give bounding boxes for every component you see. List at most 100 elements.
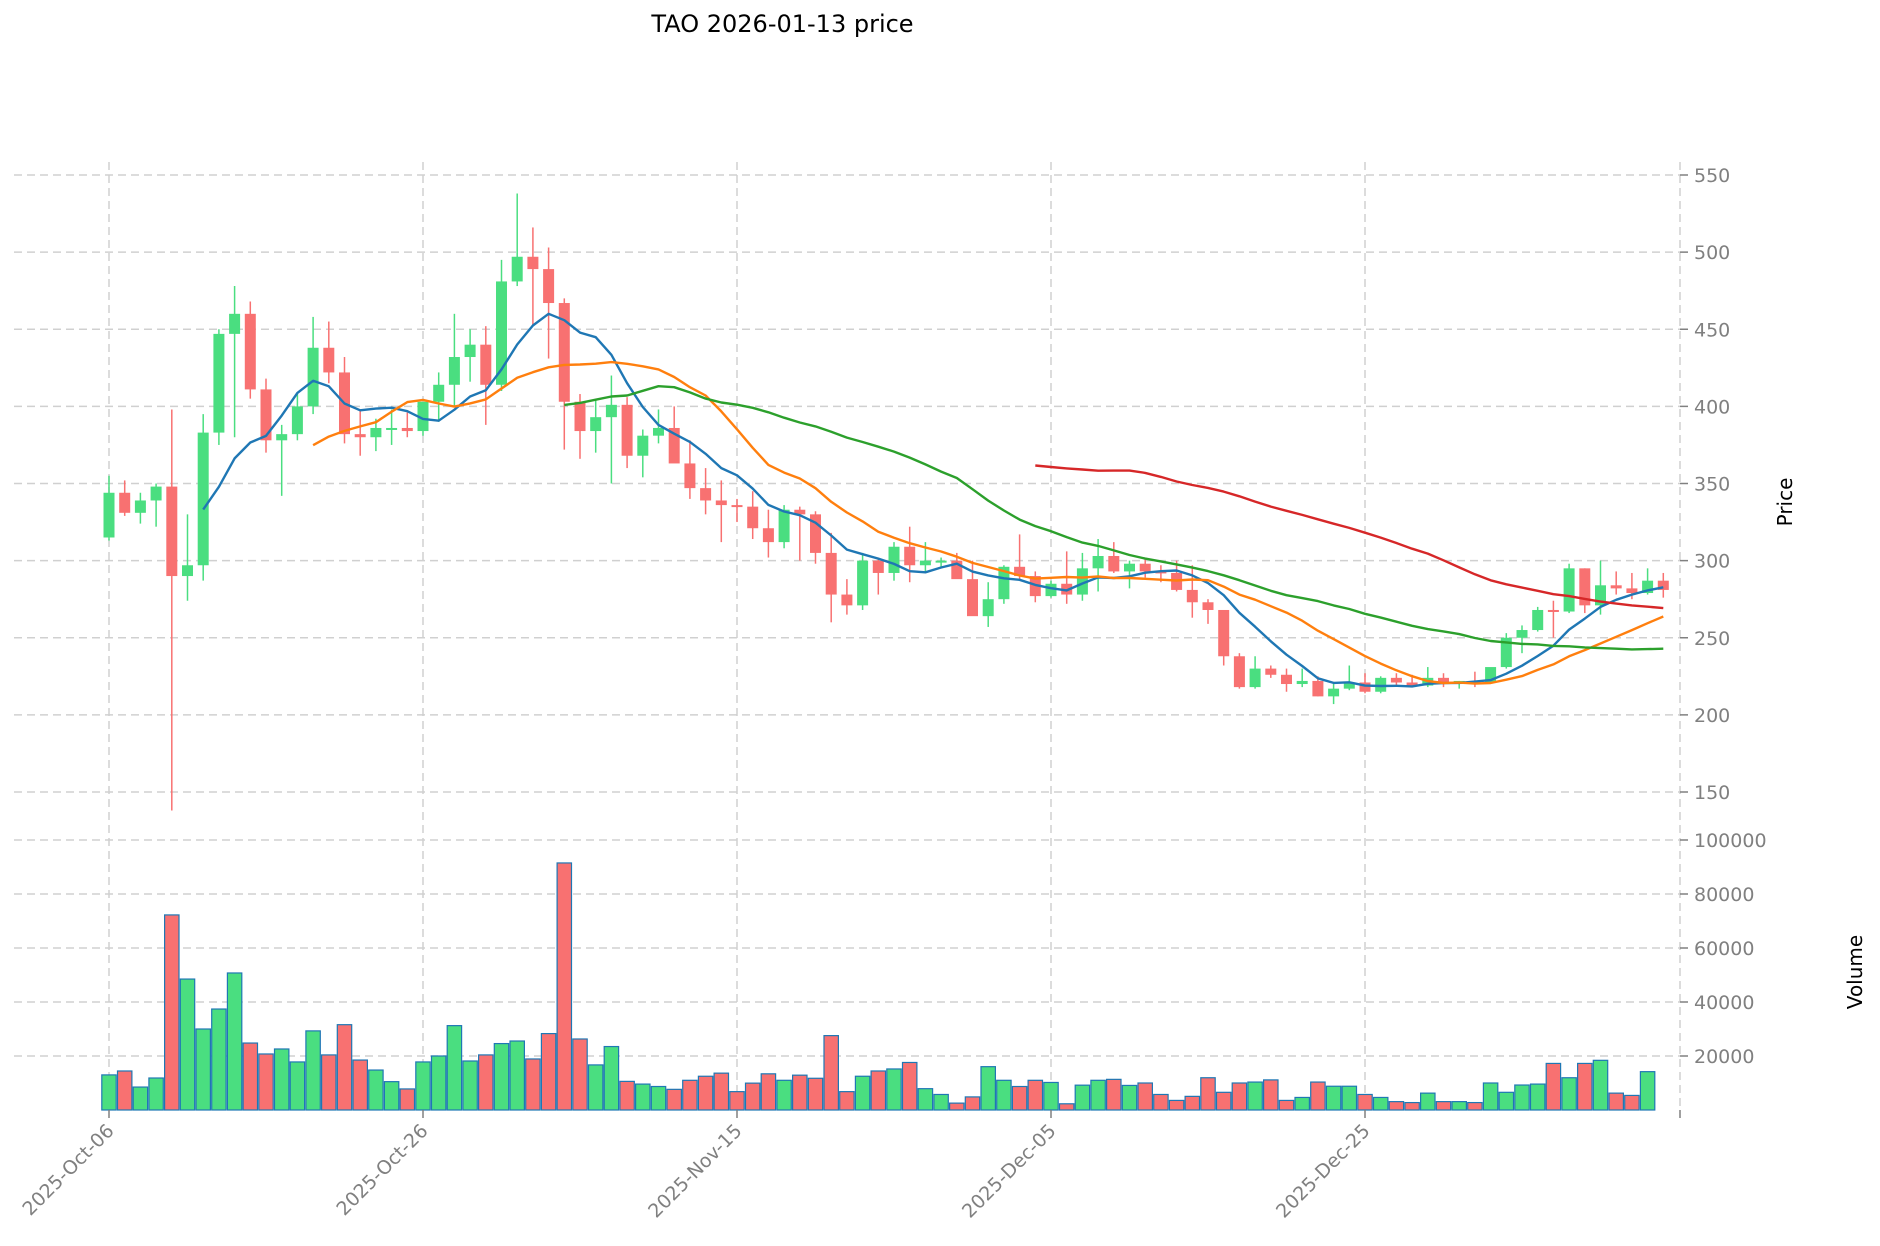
candle-body (1657, 580, 1669, 590)
volume-bar (1357, 1093, 1373, 1111)
volume-bar (1467, 1101, 1483, 1111)
candle-body (967, 579, 978, 617)
volume-bar (321, 1054, 337, 1111)
candle-body (1108, 555, 1120, 572)
candle-body (260, 389, 272, 441)
volume-bar (1184, 1095, 1201, 1111)
volume-bar (352, 1059, 368, 1111)
candle-body (1312, 680, 1324, 697)
volume-bar (148, 1077, 164, 1111)
volume-bar (289, 1061, 306, 1111)
price-tick-label: 300 (1694, 551, 1730, 573)
volume-bar (776, 1079, 792, 1111)
candle-body (590, 417, 602, 432)
candle-body (825, 552, 837, 595)
volume-bar (336, 1024, 353, 1111)
volume-bar (1153, 1093, 1169, 1111)
volume-bar (1482, 1082, 1499, 1111)
volume-bar (1561, 1077, 1577, 1111)
volume-bar (446, 1025, 463, 1111)
candle-body (197, 432, 209, 566)
volume-tick-label: 100000 (1694, 830, 1767, 852)
volume-bar (226, 972, 243, 1111)
volume-bar (1231, 1082, 1248, 1111)
candle-body (810, 514, 821, 553)
candle-body (700, 488, 712, 501)
candle-body (1359, 682, 1371, 692)
volume-bar (948, 1102, 965, 1111)
candle-body (951, 560, 963, 580)
volume-tick-label: 80000 (1694, 884, 1754, 906)
volume-bar (478, 1054, 494, 1111)
volume-bar (1137, 1082, 1153, 1111)
volume-bar (1294, 1096, 1310, 1111)
candle-body (1642, 580, 1654, 594)
volume-bar (258, 1053, 274, 1111)
volume-bar (1639, 1071, 1656, 1111)
candle-body (841, 594, 853, 606)
candle-body (1547, 609, 1559, 612)
volume-bar (493, 1042, 510, 1111)
volume-bar (870, 1070, 887, 1111)
candle-body (1579, 568, 1591, 606)
candlesticks (103, 193, 1669, 811)
candle-body (1406, 682, 1418, 686)
date-tick-label: 2025-Dec-25 (1272, 1120, 1375, 1223)
volume-bar (697, 1075, 714, 1111)
volume-bar (305, 1030, 321, 1111)
candle-body (276, 434, 288, 441)
candle-body (731, 505, 743, 508)
candle-body (1014, 566, 1026, 577)
volume-bar (886, 1068, 902, 1111)
candle-body (1390, 677, 1402, 683)
volume-bar (713, 1072, 730, 1111)
candle-body (1186, 589, 1198, 603)
candle-body (496, 281, 507, 385)
volume-bar (1310, 1081, 1326, 1111)
volume-bar (682, 1079, 698, 1111)
candle-body (1328, 688, 1340, 697)
volume-bar (1341, 1085, 1358, 1111)
price-tick-label: 200 (1694, 705, 1730, 727)
candle-body (1343, 682, 1355, 689)
volume-bar (980, 1066, 996, 1111)
ma14-line (312, 360, 1664, 685)
candle-body (386, 427, 398, 430)
candle-body (166, 486, 178, 577)
volume-bar (1121, 1084, 1138, 1111)
candle-body (574, 401, 586, 432)
date-tick-label: 2025-Nov-15 (644, 1120, 746, 1222)
volume-bar (1514, 1084, 1530, 1111)
candle-body (935, 560, 947, 563)
volume-bar (101, 1074, 117, 1111)
volume-bar (1388, 1101, 1405, 1111)
volume-bar (132, 1086, 149, 1111)
candle-body (1296, 680, 1308, 685)
candle-body (668, 427, 680, 464)
moving-average-lines (202, 312, 1664, 688)
candle-body (103, 492, 115, 538)
volume-bar (1058, 1103, 1075, 1111)
candle-body (1233, 656, 1245, 688)
volume-bar (1074, 1084, 1091, 1111)
candle-body (919, 560, 931, 566)
volume-bar (964, 1096, 981, 1111)
volume-bar (823, 1035, 839, 1111)
volume-bar (1262, 1079, 1279, 1111)
volume-bar (839, 1091, 855, 1111)
gridlines (14, 162, 1681, 1110)
candle-body (1218, 609, 1230, 657)
candle-body (1045, 583, 1057, 597)
volume-bar (901, 1061, 918, 1111)
volume-bar (807, 1077, 824, 1111)
candle-body (684, 463, 696, 489)
candle-body (1202, 602, 1214, 610)
candle-body (401, 427, 413, 432)
candle-body (637, 435, 649, 456)
volume-bar (1451, 1101, 1467, 1111)
candle-body (448, 357, 460, 385)
price-tick-label: 400 (1694, 396, 1730, 418)
volume-bar (603, 1045, 620, 1111)
volume-bar (1498, 1091, 1515, 1111)
volume-bar (650, 1085, 667, 1111)
